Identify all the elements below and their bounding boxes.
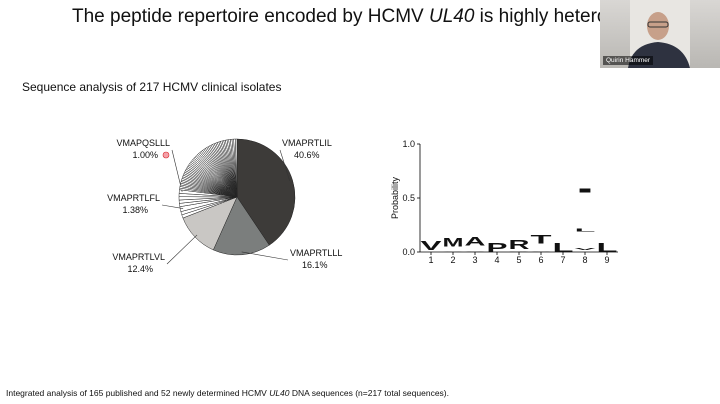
footnote-text: Integrated analysis of 165 published and… — [6, 388, 270, 398]
slice-value: 1.38% — [122, 205, 148, 215]
leader-line — [279, 149, 291, 182]
participant-name: Quirin Hammer — [603, 56, 654, 65]
leader-line — [166, 234, 198, 265]
y-tick-label: 0.5 — [402, 193, 415, 203]
subtitle: Sequence analysis of 217 HCMV clinical i… — [22, 80, 282, 94]
pie-slice — [212, 196, 270, 256]
logo-letter: V — [421, 239, 444, 253]
footnote-gene: UL40 — [269, 388, 290, 398]
pie-slice — [236, 138, 296, 246]
logo-letter: A — [465, 235, 487, 249]
y-tick-label: 0.0 — [402, 247, 415, 257]
logo-letter: M — [443, 236, 464, 250]
logo-letter: T — [531, 233, 554, 247]
x-tick-label: 2 — [450, 255, 455, 265]
slice-label: VMAPRTLFL — [107, 193, 160, 203]
video-tile: Quirin Hammer — [600, 0, 720, 68]
slice-value: 1.00% — [132, 150, 158, 160]
logo-letter: A — [443, 251, 466, 252]
glasses — [647, 21, 669, 28]
logo-letter: S — [465, 251, 486, 252]
title-gene: UL40 — [428, 6, 475, 27]
x-tick-label: 5 — [516, 255, 521, 265]
y-tick-label: 1.0 — [402, 139, 415, 149]
y-axis-label: Probability — [390, 176, 400, 219]
x-tick-label: 4 — [494, 255, 499, 265]
slice-value: 40.6% — [294, 150, 320, 160]
logo-letter: P — [487, 242, 509, 256]
slice-label: VMAPRTLIL — [282, 138, 332, 148]
x-tick-label: 7 — [560, 255, 565, 265]
x-tick-label: 8 — [582, 255, 587, 265]
title-text: The peptide repertoire encoded by HCMV — [72, 6, 429, 27]
head — [647, 12, 669, 40]
slice-label: VMAPRTLLL — [290, 248, 342, 258]
x-tick-label: 9 — [604, 255, 609, 265]
logo-letter: V — [575, 248, 599, 250]
marker-star — [162, 151, 170, 159]
leader-line — [241, 251, 289, 261]
x-tick-label: 3 — [472, 255, 477, 265]
footnote: Integrated analysis of 165 published and… — [6, 388, 449, 398]
slice-value: 12.4% — [127, 264, 153, 274]
x-tick-label: 6 — [538, 255, 543, 265]
footnote-text: DNA sequences (n=217 total sequences). — [289, 388, 449, 398]
slice-label: VMAPRTLVL — [112, 252, 165, 262]
leader-line — [161, 204, 184, 209]
pie-slice — [235, 138, 238, 198]
slice-value: 16.1% — [302, 260, 328, 270]
logo-letter: L — [597, 241, 618, 255]
logo-letter: R — [509, 238, 530, 252]
logo-letter: L — [553, 241, 574, 255]
logo-letter: S — [531, 251, 556, 252]
slice-label: VMAPQSLLL — [116, 138, 170, 148]
x-tick-label: 1 — [428, 255, 433, 265]
logo-letter: I — [575, 187, 596, 194]
logo-letter: L — [575, 227, 599, 233]
